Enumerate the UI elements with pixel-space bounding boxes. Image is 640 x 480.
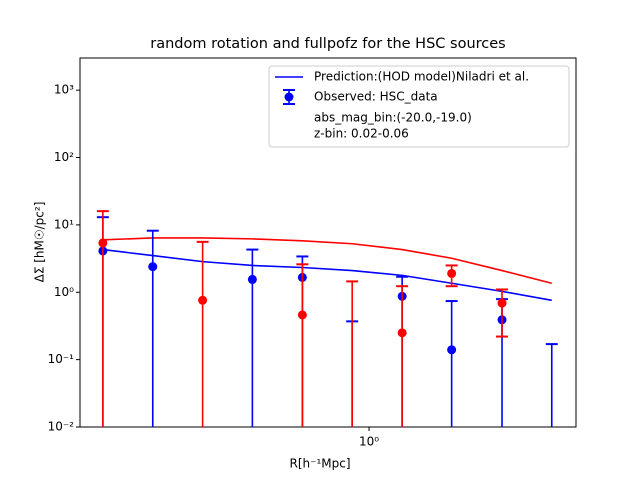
plot-frame — [79, 57, 577, 428]
y-tick-label: 10⁻¹ — [48, 352, 75, 366]
model-line — [102, 248, 552, 302]
data-point — [198, 295, 208, 305]
legend-note: z-bin: 0.02-0.06 — [314, 127, 409, 141]
legend-marker — [284, 92, 294, 102]
chart-title: random rotation and fullpofz for the HSC… — [150, 36, 505, 52]
data-point — [148, 262, 158, 272]
data-point — [98, 238, 108, 248]
data-point — [447, 268, 457, 278]
legend-note: abs_mag_bin:(-20.0,-19.0) — [314, 111, 472, 125]
y-tick-label: 10² — [54, 150, 74, 164]
y-tick-label: 10³ — [54, 83, 74, 97]
x-tick-label: 10⁰ — [359, 435, 379, 449]
data-point — [447, 345, 457, 355]
data-point — [497, 298, 507, 308]
legend-label: Prediction:(HOD model)Niladri et al. — [314, 70, 529, 84]
x-axis-label: R[h⁻¹Mpc] — [289, 457, 350, 471]
y-axis-label: ΔΣ [hM☉/pc²] — [33, 202, 47, 283]
data-point — [247, 274, 257, 284]
model-line — [102, 237, 552, 285]
y-tick-label: 10⁰ — [54, 285, 74, 299]
data-point — [297, 310, 307, 320]
legend-box — [268, 65, 570, 148]
data-point — [397, 328, 407, 338]
y-tick-label: 10⁻² — [48, 420, 75, 434]
legend-label: Observed: HSC_data — [314, 90, 438, 104]
y-tick-label: 10¹ — [54, 217, 74, 231]
